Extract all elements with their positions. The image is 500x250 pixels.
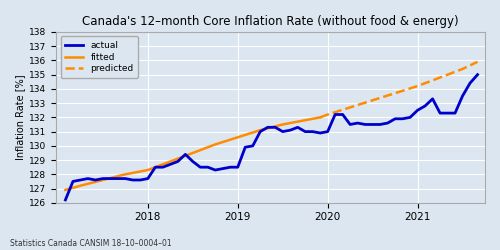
Title: Canada's 12–month Core Inflation Rate (without food & energy): Canada's 12–month Core Inflation Rate (w… bbox=[82, 15, 459, 28]
Y-axis label: Inflation Rate [%]: Inflation Rate [%] bbox=[15, 74, 25, 160]
Text: Statistics Canada CANSIM 18–10–0004–01: Statistics Canada CANSIM 18–10–0004–01 bbox=[10, 238, 172, 248]
Legend: actual, fitted, predicted: actual, fitted, predicted bbox=[60, 36, 138, 78]
